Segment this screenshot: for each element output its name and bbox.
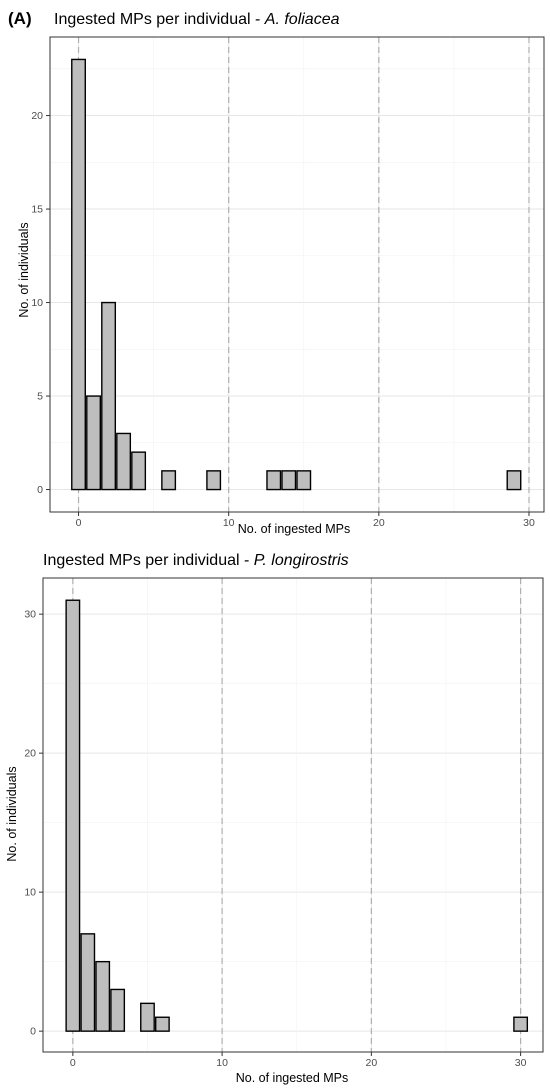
x-tick-label-b: 30	[515, 1057, 527, 1069]
bar-a-x29	[506, 470, 522, 491]
bar-b-x6	[154, 1016, 170, 1032]
y-axis-title-b: No. of individuals	[5, 766, 19, 861]
chart-panel-b: Ingested MPs per individual - P. longiro…	[5, 552, 544, 1085]
x-axis-title-a: No. of ingested MPs	[238, 522, 351, 536]
bar-a-x4	[131, 451, 147, 491]
chart-title-a: Ingested MPs per individual - A. foliace…	[54, 11, 340, 28]
y-axis-title-a: No. of individuals	[17, 222, 31, 317]
x-tick-label-a: 0	[76, 517, 82, 529]
plot-area-a: 0 10 20 30 0 5 10 15 20	[31, 36, 545, 529]
y-tick-label-a: 0	[37, 484, 43, 496]
bar-b-x1	[80, 933, 96, 1032]
panel-label: (A)	[8, 9, 32, 28]
bar-a-x3	[116, 432, 132, 491]
chart-title-b-prefix: Ingested MPs per individual -	[43, 552, 254, 569]
y-tick-label-a: 20	[31, 110, 43, 122]
x-tick-label-b: 20	[366, 1057, 378, 1069]
y-tick-label-b: 10	[24, 887, 36, 899]
bar-a-x6	[161, 470, 177, 491]
y-tick-label-a: 10	[31, 297, 43, 309]
bar-b-x5	[140, 1002, 155, 1032]
bar-b-x0	[65, 599, 81, 1032]
plot-background-a	[50, 37, 544, 512]
y-tick-label-b: 0	[30, 1026, 36, 1038]
y-tick-label-b: 20	[24, 748, 36, 760]
plot-background-b	[43, 578, 543, 1052]
x-tick-label-a: 10	[223, 517, 235, 529]
bar-a-x13	[266, 470, 282, 491]
bar-a-x0	[71, 58, 86, 491]
bar-a-x15	[296, 470, 312, 491]
x-tick-label-b: 10	[216, 1057, 228, 1069]
chart-title-b: Ingested MPs per individual - P. longiro…	[43, 552, 349, 569]
chart-title-a-species: A. foliacea	[264, 11, 340, 28]
y-tick-label-a: 5	[37, 391, 43, 403]
chart-title-b-species: P. longirostris	[254, 552, 349, 569]
bar-a-x14	[281, 470, 297, 491]
plot-border-a	[49, 36, 545, 513]
bar-a-x1	[86, 395, 102, 491]
bar-b-x2	[95, 960, 111, 1032]
y-tick-label-a: 15	[31, 204, 43, 216]
plot-border-b	[42, 577, 544, 1053]
x-tick-label-b: 0	[70, 1057, 76, 1069]
x-axis-title-b: No. of ingested MPs	[236, 1071, 349, 1085]
bar-b-x30	[513, 1016, 529, 1032]
x-tick-label-a: 30	[523, 517, 535, 529]
bar-b-x3	[110, 988, 126, 1032]
bar-a-x2	[101, 301, 117, 491]
y-tick-label-b: 30	[24, 609, 36, 621]
bar-a-x9	[206, 470, 222, 491]
chart-panel-a: Ingested MPs per individual - A. foliace…	[17, 11, 545, 536]
plot-area-b: 0 10 20 30 0 10 20 30	[24, 577, 544, 1069]
chart-title-a-prefix: Ingested MPs per individual -	[54, 11, 265, 28]
x-tick-label-a: 20	[373, 517, 385, 529]
